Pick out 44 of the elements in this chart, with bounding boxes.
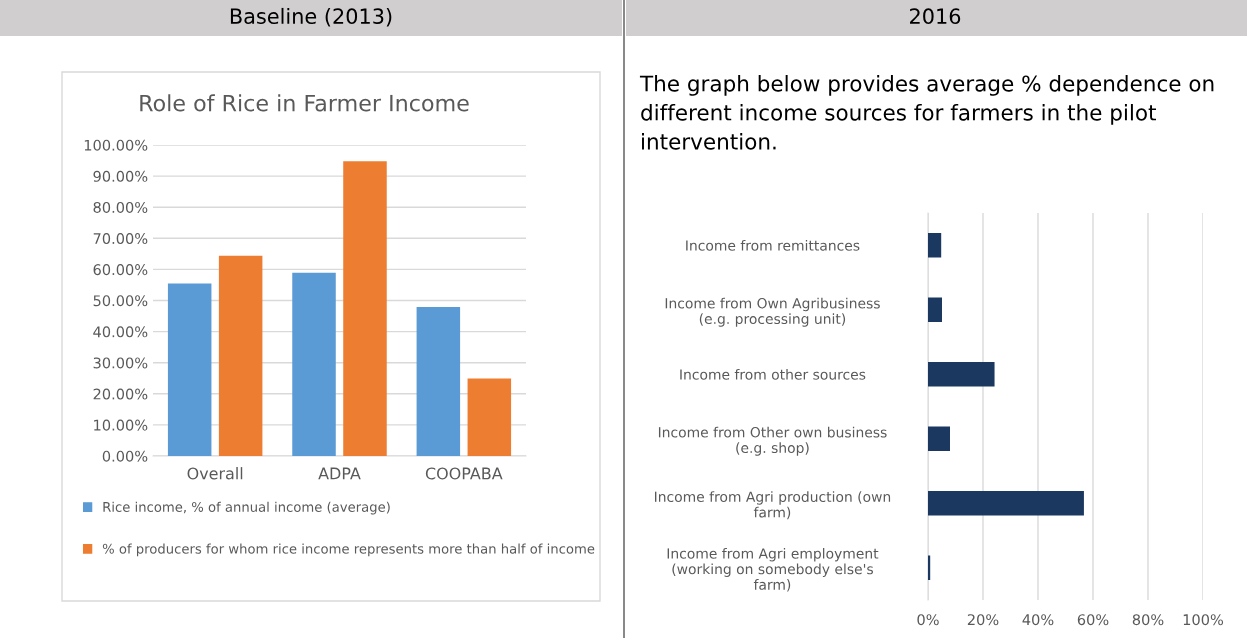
y-tick-label: 40.00% <box>93 326 148 338</box>
y-tick-label: 80.00% <box>93 201 148 213</box>
chart-subtitle: 2016 <box>910 8 961 25</box>
x-tick-label: ADPA <box>318 467 361 480</box>
x-tick-label: 100% <box>1183 614 1224 626</box>
y-tick-label: 70.00% <box>93 233 148 245</box>
x-tick-label: Overall <box>187 467 243 480</box>
bar <box>467 378 512 456</box>
chart-title: Role of Rice in Farmer Income <box>140 94 469 112</box>
legend-label: % of producers for whom rice income represents more than half of income <box>102 543 595 557</box>
x-tick-label: 40% <box>1022 614 1054 626</box>
x-tick-label: 60% <box>1077 614 1109 626</box>
y-tick-label: 20.00% <box>93 388 148 400</box>
y-tick-label: 90.00% <box>93 170 148 182</box>
y-tick-label: 30.00% <box>93 357 148 369</box>
y-tick-label: Income from Agri employment (working on somebody else's farm) <box>667 547 879 592</box>
bar <box>292 272 336 456</box>
y-tick-label: 60.00% <box>93 264 148 276</box>
x-tick-label: 80% <box>1132 614 1164 626</box>
bar <box>928 555 931 581</box>
bar <box>928 426 950 452</box>
bar <box>343 161 387 456</box>
y-tick-label: 50.00% <box>93 295 148 307</box>
x-tick-label: COOPABA <box>425 467 503 480</box>
y-tick-label: Income from remittances <box>686 239 860 251</box>
bar <box>167 283 212 456</box>
legend-label: Rice income, % of annual income (average) <box>103 501 390 515</box>
text: The graph below provides average % dependence on different income sources for farmers in the pilot intervention. <box>639 75 1214 150</box>
bar <box>416 307 461 456</box>
bar <box>928 491 1084 516</box>
bar <box>218 255 263 456</box>
y-tick-label: 0.00% <box>102 450 148 462</box>
y-tick-label: Income from Own Agribusiness (e.g. processing unit) <box>665 297 880 327</box>
bar <box>928 297 943 323</box>
y-tick-label: Income from Agri production (own farm) <box>655 491 891 520</box>
x-tick-label: 20% <box>967 614 999 626</box>
y-tick-label: 100.00% <box>84 139 148 151</box>
y-tick-label: Income from Other own business (e.g. shop) <box>658 426 887 456</box>
bar <box>928 362 995 387</box>
chart-subtitle: Baseline (2013) <box>230 7 392 27</box>
x-tick-label: 0% <box>917 614 939 626</box>
bar <box>928 233 942 258</box>
y-tick-label: 10.00% <box>94 419 148 431</box>
y-tick-label: Income from other sources <box>680 368 866 380</box>
